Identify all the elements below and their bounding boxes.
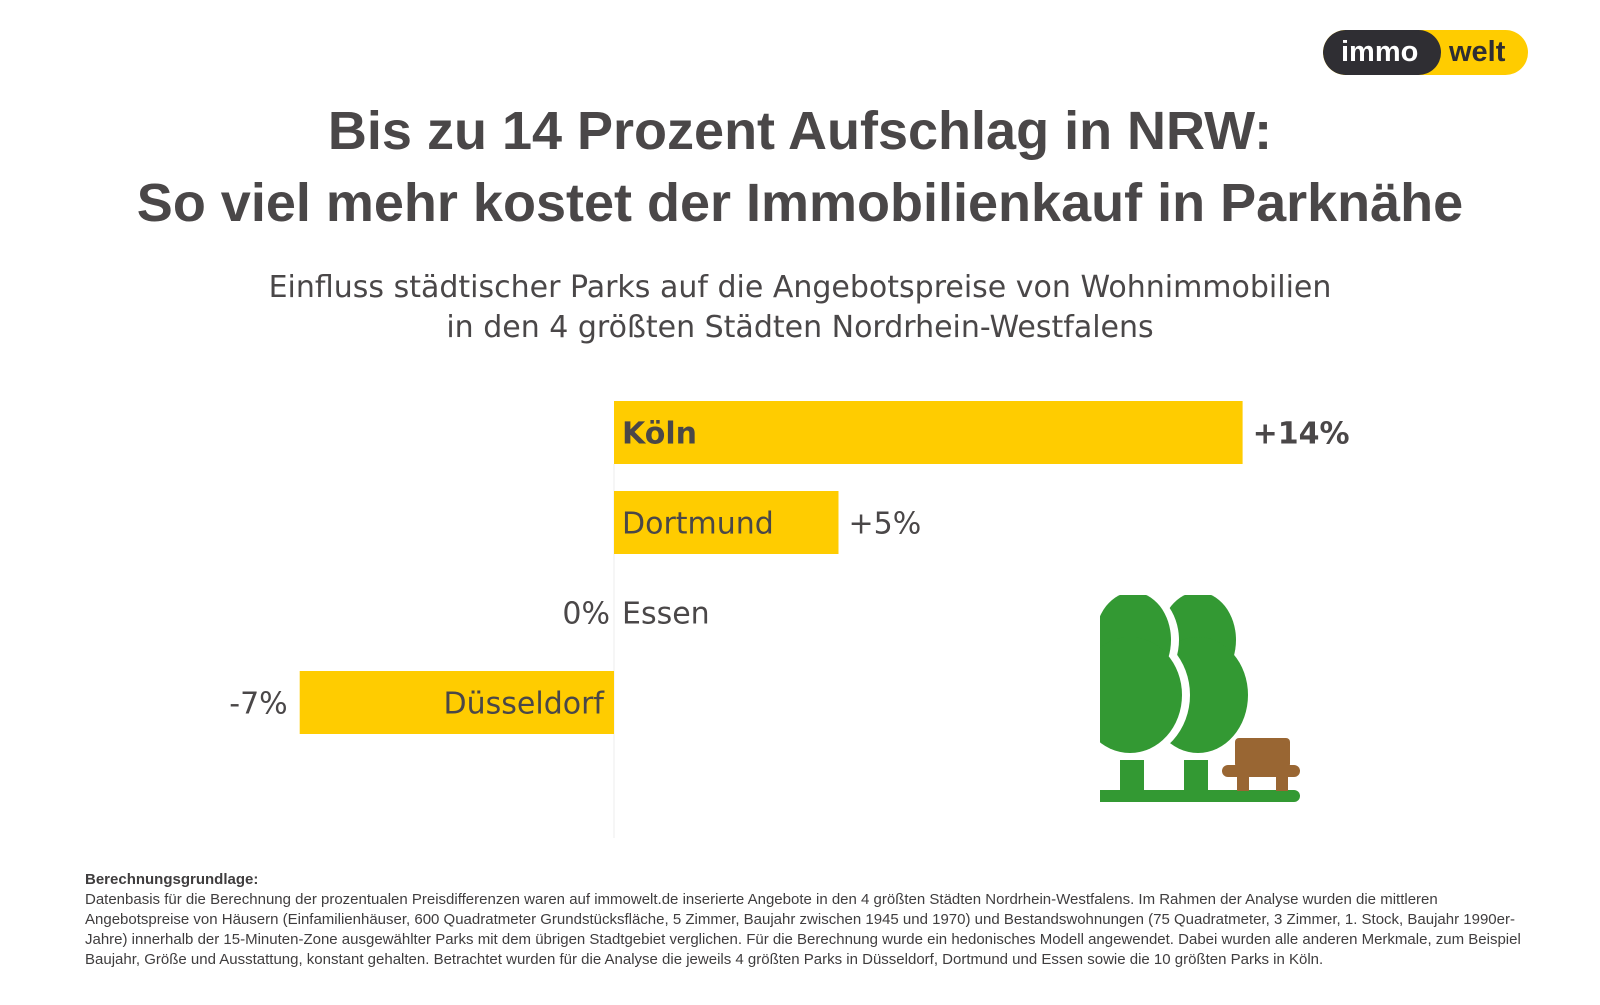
value-label-3: -7% bbox=[229, 687, 287, 722]
category-label-0: Köln bbox=[622, 417, 697, 452]
category-label-3: Düsseldorf bbox=[444, 687, 606, 722]
subtitle-line-2: in den 4 größten Städten Nordrhein-Westf… bbox=[446, 310, 1154, 345]
immowelt-logo: immo welt bbox=[1323, 30, 1528, 75]
bar-0 bbox=[614, 401, 1243, 464]
value-label-1: +5% bbox=[849, 507, 922, 542]
bar-chart: Köln +14% Dortmund +5% Essen 0% Düsseldorf -7% bbox=[229, 401, 1350, 838]
footnote-text: Datenbasis für die Berechnung der prozen… bbox=[85, 891, 1521, 968]
category-label-2: Essen bbox=[622, 597, 710, 632]
value-label-2: 0% bbox=[562, 597, 610, 632]
bar-3 bbox=[299, 671, 614, 734]
footnote-heading: Berechnungsgrundlage: bbox=[85, 871, 259, 888]
subtitle-line-1: Einfluss städtischer Parks auf die Angeb… bbox=[268, 270, 1332, 305]
page-title: Bis zu 14 Prozent Aufschlag in NRW: So v… bbox=[0, 95, 1600, 239]
category-label-1: Dortmund bbox=[622, 507, 774, 542]
bar-1 bbox=[614, 491, 839, 554]
value-label-0: +14% bbox=[1253, 417, 1350, 452]
logo-text-welt: welt bbox=[1449, 36, 1506, 68]
footnote: Berechnungsgrundlage: Datenbasis für die… bbox=[85, 870, 1545, 970]
park-trees-bench-icon bbox=[1100, 595, 1300, 802]
title-line-1: Bis zu 14 Prozent Aufschlag in NRW: bbox=[327, 101, 1273, 161]
title-line-2: So viel mehr kostet der Immobilienkauf i… bbox=[136, 173, 1464, 233]
chart-subtitle: Einfluss städtischer Parks auf die Angeb… bbox=[0, 268, 1600, 348]
logo-text-immo: immo bbox=[1341, 36, 1419, 68]
